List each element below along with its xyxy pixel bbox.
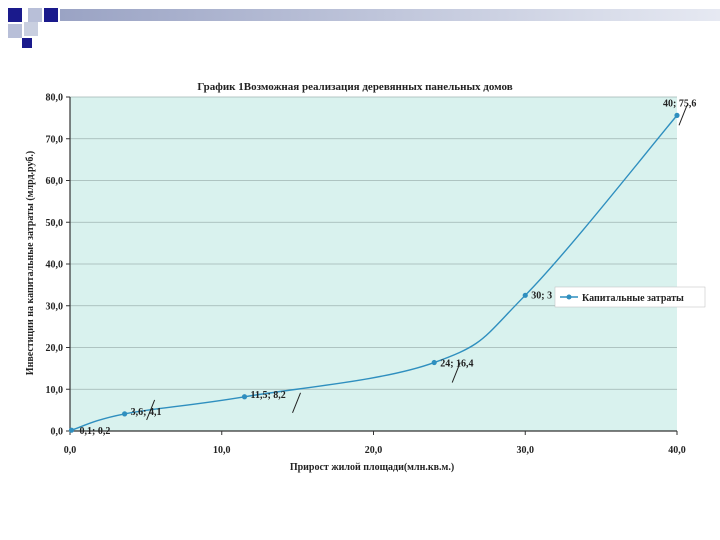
- y-tick-label: 50,0: [46, 218, 64, 229]
- break-mark: [292, 392, 301, 413]
- x-axis-label: Прирост жилой площади(млн.кв.м.): [290, 462, 454, 473]
- data-label: 3,6; 4,1: [131, 407, 162, 418]
- x-tick-label: 10,0: [213, 445, 231, 456]
- y-tick-label: 40,0: [46, 260, 64, 271]
- break-mark: [146, 399, 156, 421]
- axis-break-marks: [146, 105, 688, 421]
- data-point: [674, 112, 680, 118]
- data-label: 0,1; 0,2: [80, 426, 111, 437]
- y-tick-labels: 0,0 10,0 20,0 30,0 40,0 50,0 60,0 70,0 80,0: [46, 93, 70, 438]
- y-tick-label: 0,0: [51, 427, 64, 438]
- data-points: [68, 112, 680, 433]
- y-axis-label: Инвестиции на капитальные затраты (млрд.…: [25, 151, 36, 375]
- x-tick-labels: 0,0 10,0 20,0 30,0 40,0: [64, 431, 686, 456]
- decor-square-light-2: [8, 24, 22, 38]
- x-tick-label: 30,0: [517, 445, 535, 456]
- y-tick-label: 80,0: [46, 93, 64, 104]
- legend-marker: [566, 294, 572, 300]
- x-tick-label: 20,0: [365, 445, 383, 456]
- decor-square-dark-2: [44, 8, 58, 22]
- decor-square-dark-3: [22, 38, 32, 48]
- data-label: 40; 75,6: [663, 98, 696, 109]
- decor-square-light-4: [24, 22, 38, 36]
- data-label: 11,5; 8,2: [251, 390, 286, 401]
- data-point: [241, 394, 248, 400]
- data-label: 30; 3: [531, 290, 552, 301]
- chart-title: График 1Возможная реализация деревянных …: [197, 81, 512, 93]
- legend-box: [554, 286, 706, 308]
- data-labels: 0,1; 0,2 3,6; 4,1 11,5; 8,2 24; 16,4 30; 3 40…: [80, 98, 697, 437]
- decor-square-dark-1: [8, 8, 22, 22]
- decor-stripe: [60, 9, 720, 21]
- x-tick-label: 40,0: [668, 445, 686, 456]
- break-mark: [678, 105, 688, 126]
- data-point: [68, 427, 75, 433]
- decor-square-light-1: [28, 8, 42, 22]
- legend: Капитальные затраты: [554, 286, 706, 308]
- data-point: [122, 411, 128, 417]
- data-label: 24; 16,4: [440, 359, 473, 370]
- y-tick-label: 20,0: [46, 343, 64, 354]
- x-tick-label: 0,0: [64, 445, 77, 456]
- y-tick-label: 60,0: [46, 176, 64, 187]
- data-point: [522, 292, 528, 298]
- data-point: [431, 359, 437, 366]
- y-tick-label: 70,0: [46, 134, 64, 145]
- break-mark: [451, 362, 461, 383]
- legend-entry-capital-costs: Капитальные затраты: [582, 293, 684, 304]
- series-line-capital-costs: [71, 114, 678, 431]
- y-tick-label: 30,0: [46, 301, 64, 312]
- y-tick-label: 10,0: [46, 385, 64, 396]
